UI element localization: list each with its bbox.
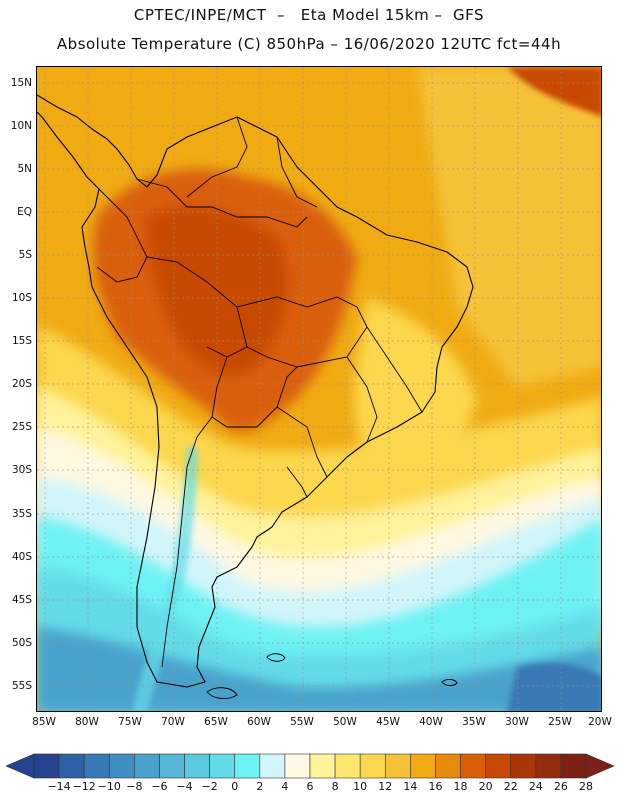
colorbar-cell bbox=[209, 753, 236, 779]
colorbar-cell bbox=[435, 753, 461, 779]
colorbar-cell bbox=[234, 753, 261, 779]
lon-label-55w: 55W bbox=[290, 716, 314, 728]
colorbar-label: 28 bbox=[579, 780, 593, 793]
colorbar-label: 16 bbox=[428, 780, 443, 793]
colorbar-label: −10 bbox=[97, 780, 121, 793]
colorbar-label: −12 bbox=[72, 780, 96, 793]
colorbar-cell bbox=[309, 753, 336, 779]
lon-label-80w: 80W bbox=[75, 716, 99, 728]
colorbar-label: 2 bbox=[256, 780, 264, 793]
lat-label-10n: 10N bbox=[10, 120, 32, 132]
lat-label-40s: 40S bbox=[11, 551, 32, 563]
colorbar-label: −6 bbox=[151, 780, 168, 793]
lat-label-55s: 55S bbox=[11, 680, 32, 692]
colorbar-label: 8 bbox=[331, 780, 339, 793]
colorbar-arrow-high bbox=[585, 753, 615, 779]
colorbar-label: −14 bbox=[47, 780, 71, 793]
lon-label-65w: 65W bbox=[204, 716, 228, 728]
islands bbox=[206, 653, 458, 699]
colorbar-cell bbox=[259, 753, 286, 779]
field-ne-hot bbox=[507, 67, 601, 117]
lat-label-5n: 5N bbox=[17, 163, 32, 175]
colorbar-cell bbox=[33, 753, 60, 779]
colorbar-cell bbox=[359, 753, 386, 779]
colorbar-cell bbox=[134, 753, 160, 779]
colorbar-cell bbox=[83, 753, 110, 779]
lon-label-30w: 30W bbox=[505, 716, 529, 728]
colorbar-label: 26 bbox=[553, 780, 568, 793]
colorbar-cell bbox=[184, 753, 210, 779]
lat-label-50s: 50S bbox=[11, 637, 32, 649]
field-andes-cool bbox=[132, 447, 198, 711]
temperature-map bbox=[36, 66, 602, 712]
lat-label-30s: 30S bbox=[11, 464, 32, 476]
colorbar-cell bbox=[535, 753, 562, 779]
lat-label-35s: 35S bbox=[11, 508, 32, 520]
lat-label-5s: 5S bbox=[18, 249, 32, 261]
colorbar-cell bbox=[510, 753, 537, 779]
colorbar-cell bbox=[485, 753, 512, 779]
colorbar-label: 24 bbox=[528, 780, 543, 793]
lon-label-50w: 50W bbox=[333, 716, 357, 728]
field-deep-blue bbox=[507, 662, 601, 711]
colorbar-label: 6 bbox=[306, 780, 314, 793]
colorbar-cell bbox=[108, 753, 135, 779]
colorbar bbox=[5, 753, 615, 779]
title-line-1: CPTEC/INPE/MCT – Eta Model 15km – GFS bbox=[133, 6, 485, 24]
lat-label-eq: EQ bbox=[17, 206, 32, 218]
title-line-2: Absolute Temperature (C) 850hPa – 16/06/… bbox=[56, 35, 562, 53]
colorbar-cell bbox=[560, 753, 587, 779]
colorbar-label: 10 bbox=[353, 780, 368, 793]
lat-label-45s: 45S bbox=[11, 594, 32, 606]
colorbar-arrow-low bbox=[5, 753, 35, 779]
colorbar-label: −2 bbox=[201, 780, 218, 793]
lon-label-60w: 60W bbox=[247, 716, 271, 728]
colorbar-label: 4 bbox=[281, 780, 289, 793]
colorbar-label: −4 bbox=[176, 780, 193, 793]
lon-label-85w: 85W bbox=[32, 716, 56, 728]
lat-label-15s: 15S bbox=[11, 335, 32, 347]
lon-label-25w: 25W bbox=[548, 716, 572, 728]
country-borders bbox=[96, 116, 423, 668]
colorbar-cell bbox=[410, 753, 436, 779]
colorbar-cell bbox=[460, 753, 486, 779]
field-blue bbox=[37, 627, 601, 711]
colorbar-cell bbox=[384, 753, 411, 779]
lon-label-40w: 40W bbox=[419, 716, 443, 728]
lon-label-75w: 75W bbox=[118, 716, 142, 728]
colorbar-cell bbox=[159, 753, 185, 779]
lon-label-35w: 35W bbox=[462, 716, 486, 728]
colorbar-label: 18 bbox=[453, 780, 468, 793]
colorbar-cell bbox=[284, 753, 311, 779]
colorbar-cell bbox=[58, 753, 85, 779]
colorbar-label: 0 bbox=[231, 780, 239, 793]
lon-label-20w: 20W bbox=[588, 716, 612, 728]
lat-label-25s: 25S bbox=[11, 421, 32, 433]
lon-label-70w: 70W bbox=[161, 716, 185, 728]
graticule bbox=[37, 67, 601, 711]
temperature-field bbox=[37, 67, 601, 711]
colorbar-label: −8 bbox=[126, 780, 143, 793]
lat-label-10s: 10S bbox=[11, 292, 32, 304]
colorbar-label: 12 bbox=[378, 780, 393, 793]
colorbar-label: 20 bbox=[478, 780, 493, 793]
lat-label-15n: 15N bbox=[10, 77, 32, 89]
field-ne-warm bbox=[417, 67, 601, 387]
lat-label-20s: 20S bbox=[11, 378, 32, 390]
colorbar-label: 22 bbox=[503, 780, 518, 793]
colorbar-label: 14 bbox=[403, 780, 418, 793]
lon-label-45w: 45W bbox=[376, 716, 400, 728]
colorbar-cell bbox=[334, 753, 361, 779]
